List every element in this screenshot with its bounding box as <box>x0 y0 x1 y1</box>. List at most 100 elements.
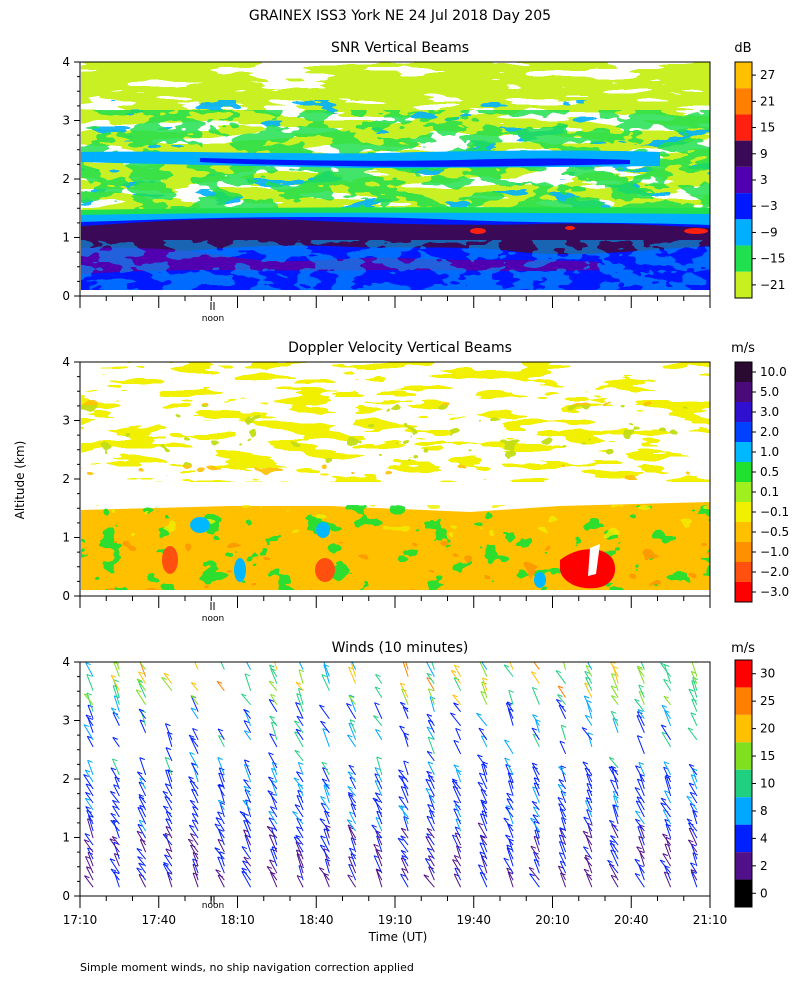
wind-barb <box>400 857 409 874</box>
wind-barb-flag <box>638 761 644 765</box>
wind-barb-flag <box>244 759 250 763</box>
wind-barb <box>113 784 120 797</box>
wind-barb <box>689 792 698 804</box>
wind-barb-flag <box>136 848 143 851</box>
wind-barb <box>532 814 540 825</box>
wind-barb-flag <box>219 658 224 660</box>
wind-barb-flag <box>347 734 353 738</box>
wind-barb-flag <box>398 775 404 778</box>
wind-barb <box>347 824 357 839</box>
wind-barb-flag <box>453 854 460 858</box>
wind-barb-flag <box>585 834 592 838</box>
wind-barb <box>558 852 567 867</box>
wind-barb-flag <box>371 824 377 828</box>
wind-barb-flag <box>85 769 91 773</box>
wind-barb <box>507 772 514 790</box>
colorbar-label: 5.0 <box>760 385 779 399</box>
wind-barb <box>612 790 619 804</box>
wind-barb <box>375 868 383 881</box>
wind-barb <box>508 780 514 797</box>
wind-barb <box>217 874 225 888</box>
wind-barb-flag <box>584 695 590 699</box>
wind-barb <box>690 712 698 726</box>
wind-barb <box>453 800 462 811</box>
wind-barb-flag <box>688 782 695 786</box>
wind-barb-flag <box>113 679 119 683</box>
wind-barb-flag <box>426 827 433 831</box>
wind-barb <box>427 775 435 790</box>
wind-barb-flag <box>244 673 251 677</box>
wind-barb-flag <box>298 669 305 673</box>
wind-barb-flag <box>452 859 458 863</box>
wind-barb <box>534 829 540 846</box>
wind-barb-flag <box>110 790 116 794</box>
wind-barb <box>294 731 304 748</box>
wind-barb <box>217 784 225 797</box>
wind-barb <box>560 817 567 832</box>
wind-barb <box>663 679 672 691</box>
wind-barb <box>687 822 698 839</box>
wind-barb <box>167 732 173 747</box>
wind-barb-flag <box>87 704 94 708</box>
wind-barb <box>533 777 540 790</box>
colorbar-label: −3.0 <box>760 585 789 599</box>
wind-barb-flag <box>138 819 145 823</box>
wind-barb-flag <box>477 781 484 785</box>
x-axis-label: Time (UT) <box>368 930 428 944</box>
wind-barb <box>637 709 645 720</box>
wind-barb <box>268 834 278 853</box>
wind-barb <box>532 733 540 748</box>
wind-barb <box>244 789 252 804</box>
wind-barb <box>610 685 619 698</box>
wind-barb-flag <box>661 731 668 735</box>
wind-barb <box>585 800 593 818</box>
wind-barb-flag <box>425 787 432 791</box>
wind-barb <box>424 858 435 874</box>
colorbar-swatch <box>735 62 752 89</box>
wind-barb <box>324 858 330 874</box>
wind-barb <box>637 826 645 846</box>
wind-barb <box>349 719 357 733</box>
wind-barb <box>192 852 199 867</box>
y-tick-label: 4 <box>62 655 70 669</box>
wind-barb <box>188 776 199 790</box>
wind-barb <box>612 718 619 733</box>
wind-barb-flag <box>376 756 382 760</box>
wind-barb-flag <box>506 805 512 809</box>
wind-barb <box>269 715 278 727</box>
wind-barb-flag <box>453 739 460 743</box>
snr-panel-title: SNR Vertical Beams <box>331 40 469 56</box>
wind-barb-flag <box>692 768 698 771</box>
wind-barb <box>691 680 698 698</box>
wind-barb <box>638 691 645 705</box>
wind-barb-flag <box>587 822 593 826</box>
wind-barb-flag <box>477 754 483 758</box>
wind-barb <box>636 711 645 726</box>
wind-barb <box>508 690 514 705</box>
snr-field <box>81 62 710 290</box>
wind-barb <box>558 841 567 860</box>
wind-barb-flag <box>453 764 459 768</box>
wind-barb <box>85 806 94 818</box>
wind-barb <box>266 866 278 881</box>
wind-barb <box>477 822 488 839</box>
colorbar-label: 15 <box>760 749 775 763</box>
wind-barb <box>373 715 383 727</box>
wind-barb-flag <box>189 799 196 803</box>
y-tick-label: 0 <box>62 289 70 303</box>
wind-barb-flag <box>270 806 276 810</box>
wind-barb-flag <box>293 777 300 781</box>
wind-barb <box>586 809 593 825</box>
wind-barb <box>83 693 94 706</box>
wind-barb <box>455 728 462 741</box>
wind-barb-flag <box>136 678 143 682</box>
wind-barb <box>559 808 567 825</box>
wind-barb <box>403 732 409 747</box>
wind-barb-flag <box>112 736 118 740</box>
wind-barb <box>374 702 383 719</box>
wind-barb <box>243 764 252 783</box>
wind-barb-flag <box>268 776 274 780</box>
wind-barb <box>690 774 698 790</box>
wind-barb-flag <box>559 827 566 831</box>
wind-barb <box>431 662 435 670</box>
